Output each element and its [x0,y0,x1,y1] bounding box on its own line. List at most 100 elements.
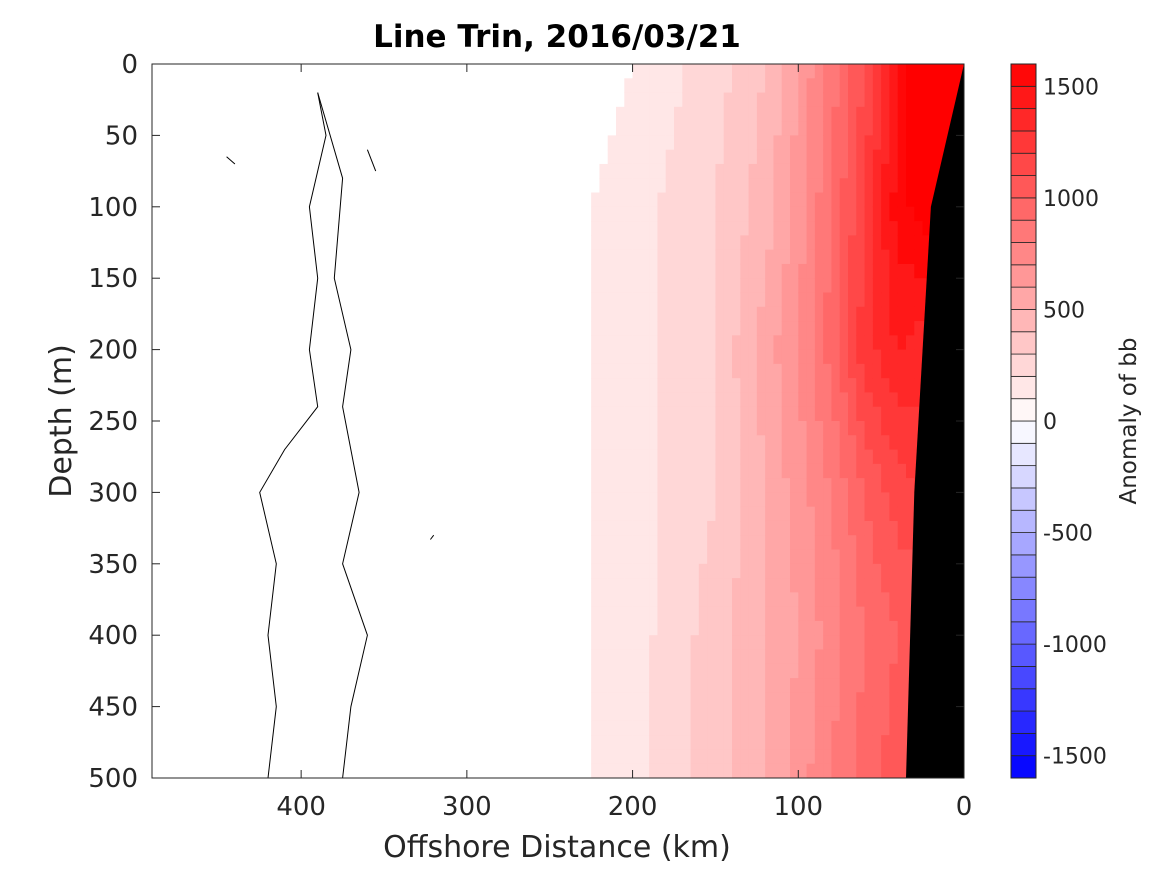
field-cell [964,250,973,265]
field-cell [964,335,973,350]
field-cell [848,278,857,294]
field-cell [930,64,940,79]
field-cell [881,121,891,136]
field-cell [881,335,891,351]
field-cell [756,78,766,94]
field-cell [906,406,915,422]
field-cell [823,606,833,622]
field-cell [649,678,659,693]
field-cell [914,406,924,422]
field-cell [848,435,857,451]
field-cell [848,606,857,622]
field-cell [698,421,708,436]
field-cell [831,606,841,622]
field-cell [756,178,766,194]
field-cell [682,463,692,479]
field-cell [781,520,791,536]
field-cell [897,549,907,565]
field-cell [756,749,766,765]
field-cell [781,249,791,265]
field-cell [889,92,899,108]
field-cell [599,592,609,608]
field-cell [599,606,609,622]
field-cell [897,121,907,136]
field-cell [616,121,625,136]
field-cell [632,578,642,593]
field-cell [707,763,717,778]
field-cell [607,392,617,408]
field-cell [839,763,849,778]
field-cell [897,720,907,736]
field-cell [690,435,700,451]
field-cell [599,735,609,751]
field-cell [640,121,650,136]
field-cell [806,321,816,336]
field-cell [906,163,915,179]
field-cell [806,235,816,251]
field-cell [591,735,601,751]
zero-contour-line [259,92,327,778]
field-cell [707,278,717,294]
field-cell [914,292,924,308]
field-cell [823,349,833,365]
field-cell [591,378,601,394]
field-cell [732,149,741,165]
field-cell [649,735,659,751]
field-cell [632,678,642,693]
field-cell [806,520,816,536]
field-cell [790,463,799,479]
field-cell [657,278,667,294]
field-cell [665,378,675,394]
field-cell [806,620,816,636]
field-cell [872,392,882,408]
field-cell [599,263,609,279]
field-cell [640,692,650,708]
field-cell [914,392,924,408]
field-cell [964,464,973,479]
field-cell [624,435,634,451]
field-cell [732,678,741,693]
colorbar-swatch [1010,85,1037,110]
field-cell [856,535,866,551]
field-cell [682,106,692,122]
field-cell [649,692,659,708]
field-cell [632,663,642,679]
field-cell [798,678,808,693]
field-cell [823,749,833,765]
field-cell [839,163,849,179]
field-cell [839,520,849,536]
field-cell [665,278,675,294]
field-cell [665,163,675,179]
field-cell [632,121,642,136]
field-cell [624,306,634,322]
field-cell [640,563,650,579]
field-cell [914,335,924,351]
field-cell [765,678,775,693]
field-cell [814,449,824,465]
field-cell [889,392,899,408]
field-cell [814,578,824,593]
field-cell [839,206,849,222]
field-cell [756,678,766,693]
field-cell [881,763,891,778]
field-cell [698,506,708,522]
field-cell [806,663,816,679]
field-cell [814,421,824,436]
field-cell [674,206,683,222]
field-cell [748,106,758,122]
field-cell [814,106,824,122]
field-cell [798,292,808,308]
field-cell [632,78,642,94]
field-cell [856,221,866,236]
field-cell [748,692,758,708]
field-cell [889,635,899,651]
field-cell [831,549,841,565]
field-cell [682,549,692,565]
field-cell [682,706,692,722]
field-cell [715,321,725,336]
field-cell [872,735,882,751]
field-cell [624,706,634,722]
field-cell [624,363,634,379]
field-cell [748,620,758,636]
field-cell [616,421,625,436]
